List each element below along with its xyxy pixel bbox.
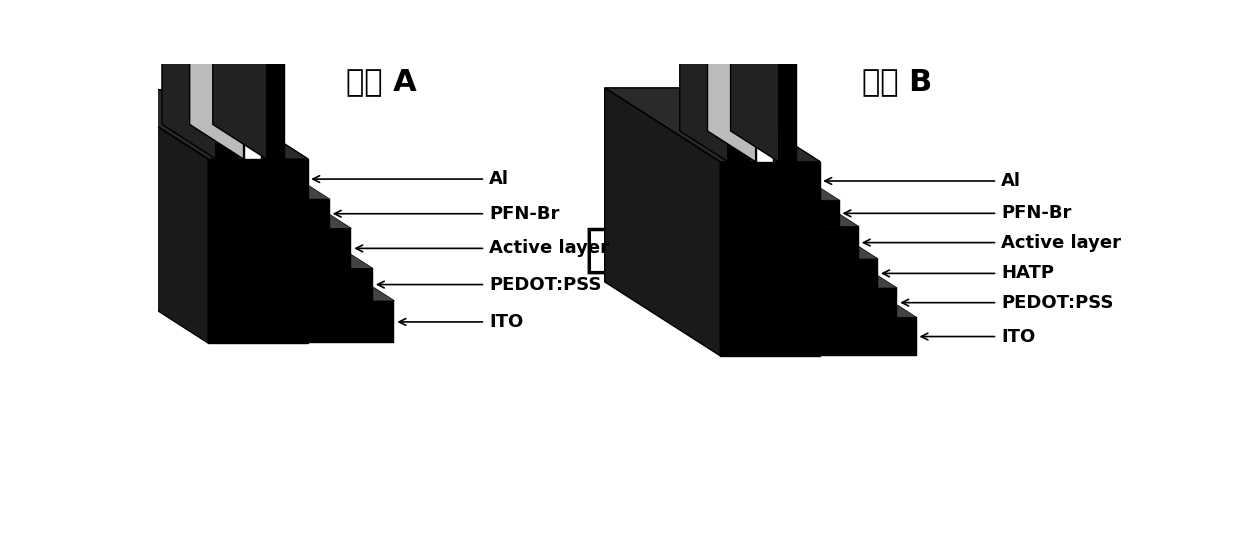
Polygon shape: [720, 161, 821, 356]
Polygon shape: [213, 0, 284, 28]
Text: PFN-Br: PFN-Br: [490, 205, 559, 223]
Polygon shape: [286, 185, 330, 199]
Polygon shape: [286, 145, 309, 159]
Polygon shape: [605, 88, 821, 161]
Polygon shape: [243, 17, 260, 159]
Polygon shape: [730, 8, 779, 161]
Polygon shape: [309, 269, 373, 301]
Polygon shape: [309, 301, 394, 343]
Polygon shape: [801, 149, 821, 161]
Polygon shape: [821, 259, 878, 288]
Text: 器件 A: 器件 A: [346, 67, 417, 96]
Polygon shape: [309, 228, 351, 269]
Polygon shape: [100, 90, 309, 159]
Polygon shape: [728, 27, 749, 161]
Text: Al: Al: [490, 170, 510, 188]
Polygon shape: [309, 199, 330, 228]
Polygon shape: [286, 287, 394, 301]
Polygon shape: [680, 0, 749, 27]
Polygon shape: [213, 0, 267, 159]
Text: Active layer: Active layer: [490, 239, 609, 257]
Polygon shape: [605, 88, 720, 356]
Polygon shape: [821, 317, 916, 356]
Polygon shape: [801, 214, 859, 227]
Polygon shape: [801, 276, 898, 288]
Polygon shape: [755, 27, 773, 161]
Polygon shape: [216, 17, 237, 159]
Text: HATP: HATP: [1001, 264, 1054, 282]
Polygon shape: [162, 0, 237, 17]
Text: 器件 B: 器件 B: [862, 67, 932, 96]
Polygon shape: [286, 255, 373, 269]
Polygon shape: [708, 0, 755, 161]
Text: Al: Al: [1001, 172, 1022, 190]
Text: ITO: ITO: [490, 313, 523, 331]
Polygon shape: [680, 0, 728, 161]
Polygon shape: [821, 227, 859, 259]
Polygon shape: [801, 188, 839, 200]
Polygon shape: [801, 246, 878, 259]
Polygon shape: [267, 28, 284, 159]
Text: PFN-Br: PFN-Br: [1001, 204, 1071, 222]
Polygon shape: [821, 288, 898, 317]
Polygon shape: [589, 214, 675, 288]
Polygon shape: [821, 200, 839, 227]
Polygon shape: [801, 305, 916, 317]
Polygon shape: [286, 214, 351, 228]
Polygon shape: [708, 0, 773, 27]
Polygon shape: [190, 0, 243, 159]
Polygon shape: [779, 38, 796, 161]
Text: ITO: ITO: [1001, 328, 1035, 345]
Polygon shape: [190, 0, 260, 17]
Text: PEDOT:PSS: PEDOT:PSS: [490, 276, 601, 294]
Polygon shape: [730, 8, 796, 38]
Text: PEDOT:PSS: PEDOT:PSS: [1001, 294, 1114, 312]
Polygon shape: [162, 0, 216, 159]
Polygon shape: [208, 159, 309, 343]
Polygon shape: [100, 90, 208, 343]
Text: Active layer: Active layer: [1001, 233, 1121, 252]
